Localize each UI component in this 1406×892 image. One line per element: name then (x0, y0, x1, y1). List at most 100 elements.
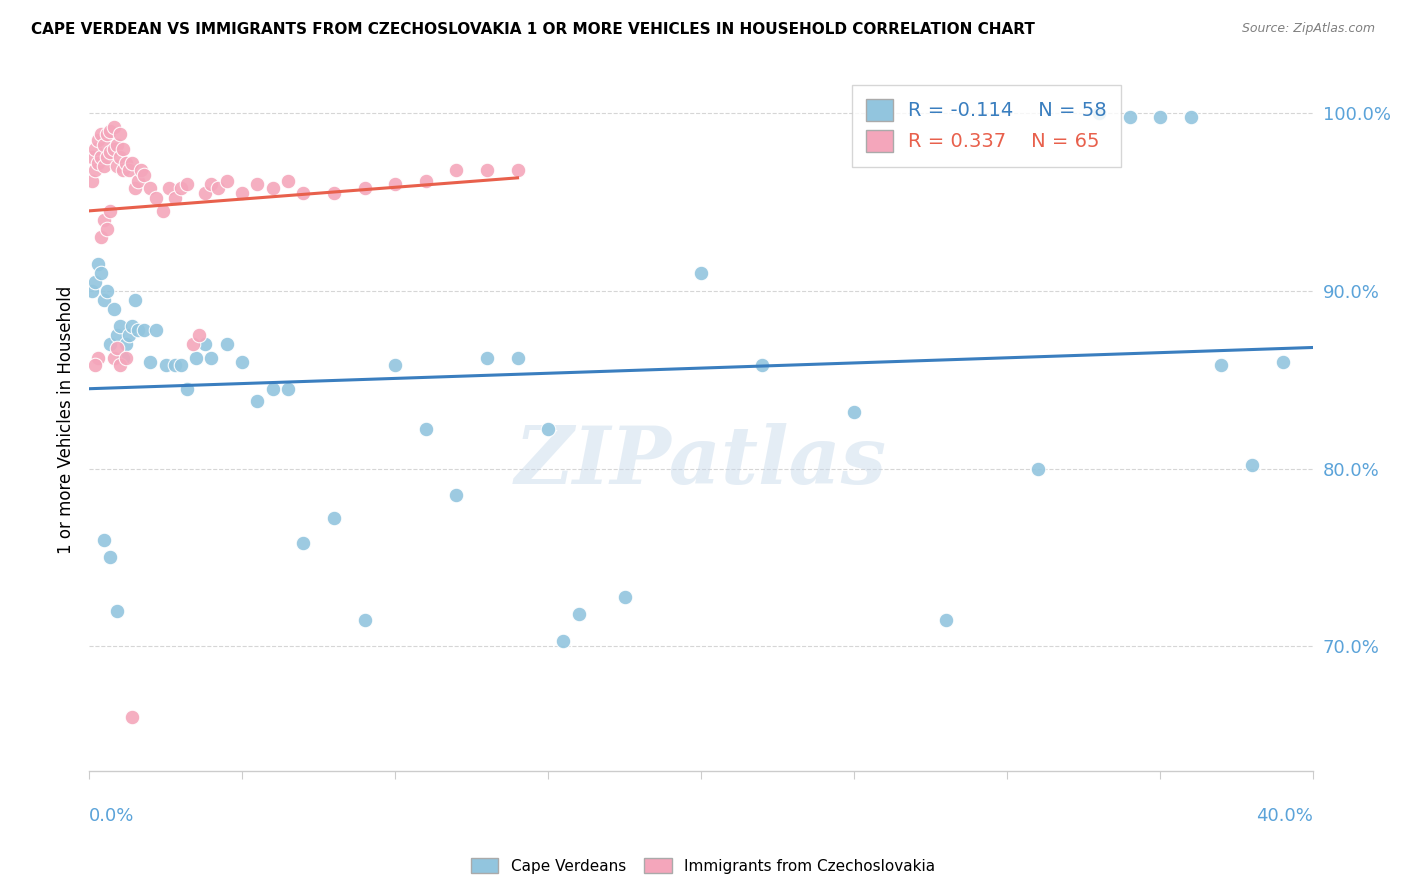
Point (568, 607, 591, 622)
Point (93, 159, 115, 173)
Point (84, 275, 107, 289)
Point (139, 180, 162, 194)
Point (844, 404, 866, 418)
Y-axis label: 1 or more Vehicles in Household: 1 or more Vehicles in Household (58, 285, 75, 554)
Legend: R = -0.114    N = 58, R = 0.337    N = 65: R = -0.114 N = 58, R = 0.337 N = 65 (852, 85, 1121, 167)
Point (1180, 110, 1202, 124)
Point (82, 173, 104, 187)
Point (100, 203, 122, 218)
Point (163, 359, 186, 373)
Point (176, 177, 198, 191)
Point (87, 257, 110, 271)
Point (475, 351, 498, 366)
Point (124, 180, 146, 194)
Point (1088, 106, 1111, 120)
Point (322, 186, 344, 200)
Point (84, 142, 107, 156)
Point (134, 168, 156, 182)
Point (935, 613, 957, 627)
Point (127, 323, 149, 337)
Point (322, 511, 344, 525)
Point (105, 604, 128, 618)
Point (194, 337, 217, 351)
Point (111, 162, 134, 177)
Point (96, 128, 118, 142)
Point (751, 359, 773, 373)
Point (415, 422, 437, 436)
Point (145, 323, 167, 337)
Point (105, 159, 128, 173)
Point (90, 128, 112, 142)
Point (262, 382, 284, 396)
Point (231, 186, 253, 200)
Point (157, 180, 180, 194)
Point (200, 177, 222, 191)
Point (1026, 461, 1049, 475)
Point (384, 177, 406, 191)
Point (613, 590, 636, 604)
Point (246, 177, 269, 191)
Point (170, 180, 193, 194)
Point (121, 319, 143, 334)
Text: ZIPatlas: ZIPatlas (515, 423, 887, 500)
Point (446, 162, 468, 177)
Point (100, 124, 122, 138)
Point (108, 150, 131, 164)
Point (114, 337, 136, 351)
Point (181, 337, 204, 351)
Point (96, 150, 118, 164)
Point (108, 359, 131, 373)
Point (1271, 355, 1294, 369)
Point (207, 180, 229, 194)
Point (446, 488, 468, 502)
Point (93, 533, 115, 547)
Point (90, 230, 112, 244)
Point (134, 323, 156, 337)
Point (690, 266, 713, 280)
Point (121, 155, 143, 169)
Point (1118, 110, 1140, 124)
Point (186, 351, 208, 366)
Point (215, 337, 238, 351)
Point (87, 155, 110, 169)
Point (103, 120, 125, 135)
Point (108, 128, 131, 142)
Point (152, 203, 174, 218)
Point (246, 394, 269, 409)
Point (114, 155, 136, 169)
Point (163, 191, 186, 205)
Point (188, 328, 211, 343)
Point (111, 142, 134, 156)
Point (1241, 458, 1264, 472)
Point (105, 328, 128, 343)
Point (103, 351, 125, 366)
Point (127, 173, 149, 187)
Point (90, 150, 112, 164)
Point (82, 150, 104, 164)
Point (93, 293, 115, 307)
Point (96, 284, 118, 298)
Text: CAPE VERDEAN VS IMMIGRANTS FROM CZECHOSLOVAKIA 1 OR MORE VEHICLES IN HOUSEHOLD C: CAPE VERDEAN VS IMMIGRANTS FROM CZECHOSL… (31, 22, 1035, 37)
Point (170, 359, 193, 373)
Point (200, 351, 222, 366)
Point (145, 191, 167, 205)
Point (506, 162, 529, 177)
Point (118, 328, 141, 343)
Point (415, 173, 437, 187)
Text: Source: ZipAtlas.com: Source: ZipAtlas.com (1241, 22, 1375, 36)
Point (96, 221, 118, 235)
Point (155, 359, 177, 373)
Point (103, 142, 125, 156)
Point (82, 284, 104, 298)
Point (475, 162, 498, 177)
Point (84, 359, 107, 373)
Point (277, 173, 299, 187)
Text: 0.0%: 0.0% (89, 806, 135, 824)
Point (139, 355, 162, 369)
Point (103, 301, 125, 316)
Point (93, 138, 115, 153)
Point (90, 266, 112, 280)
Point (292, 536, 315, 550)
Point (105, 138, 128, 153)
Point (93, 212, 115, 227)
